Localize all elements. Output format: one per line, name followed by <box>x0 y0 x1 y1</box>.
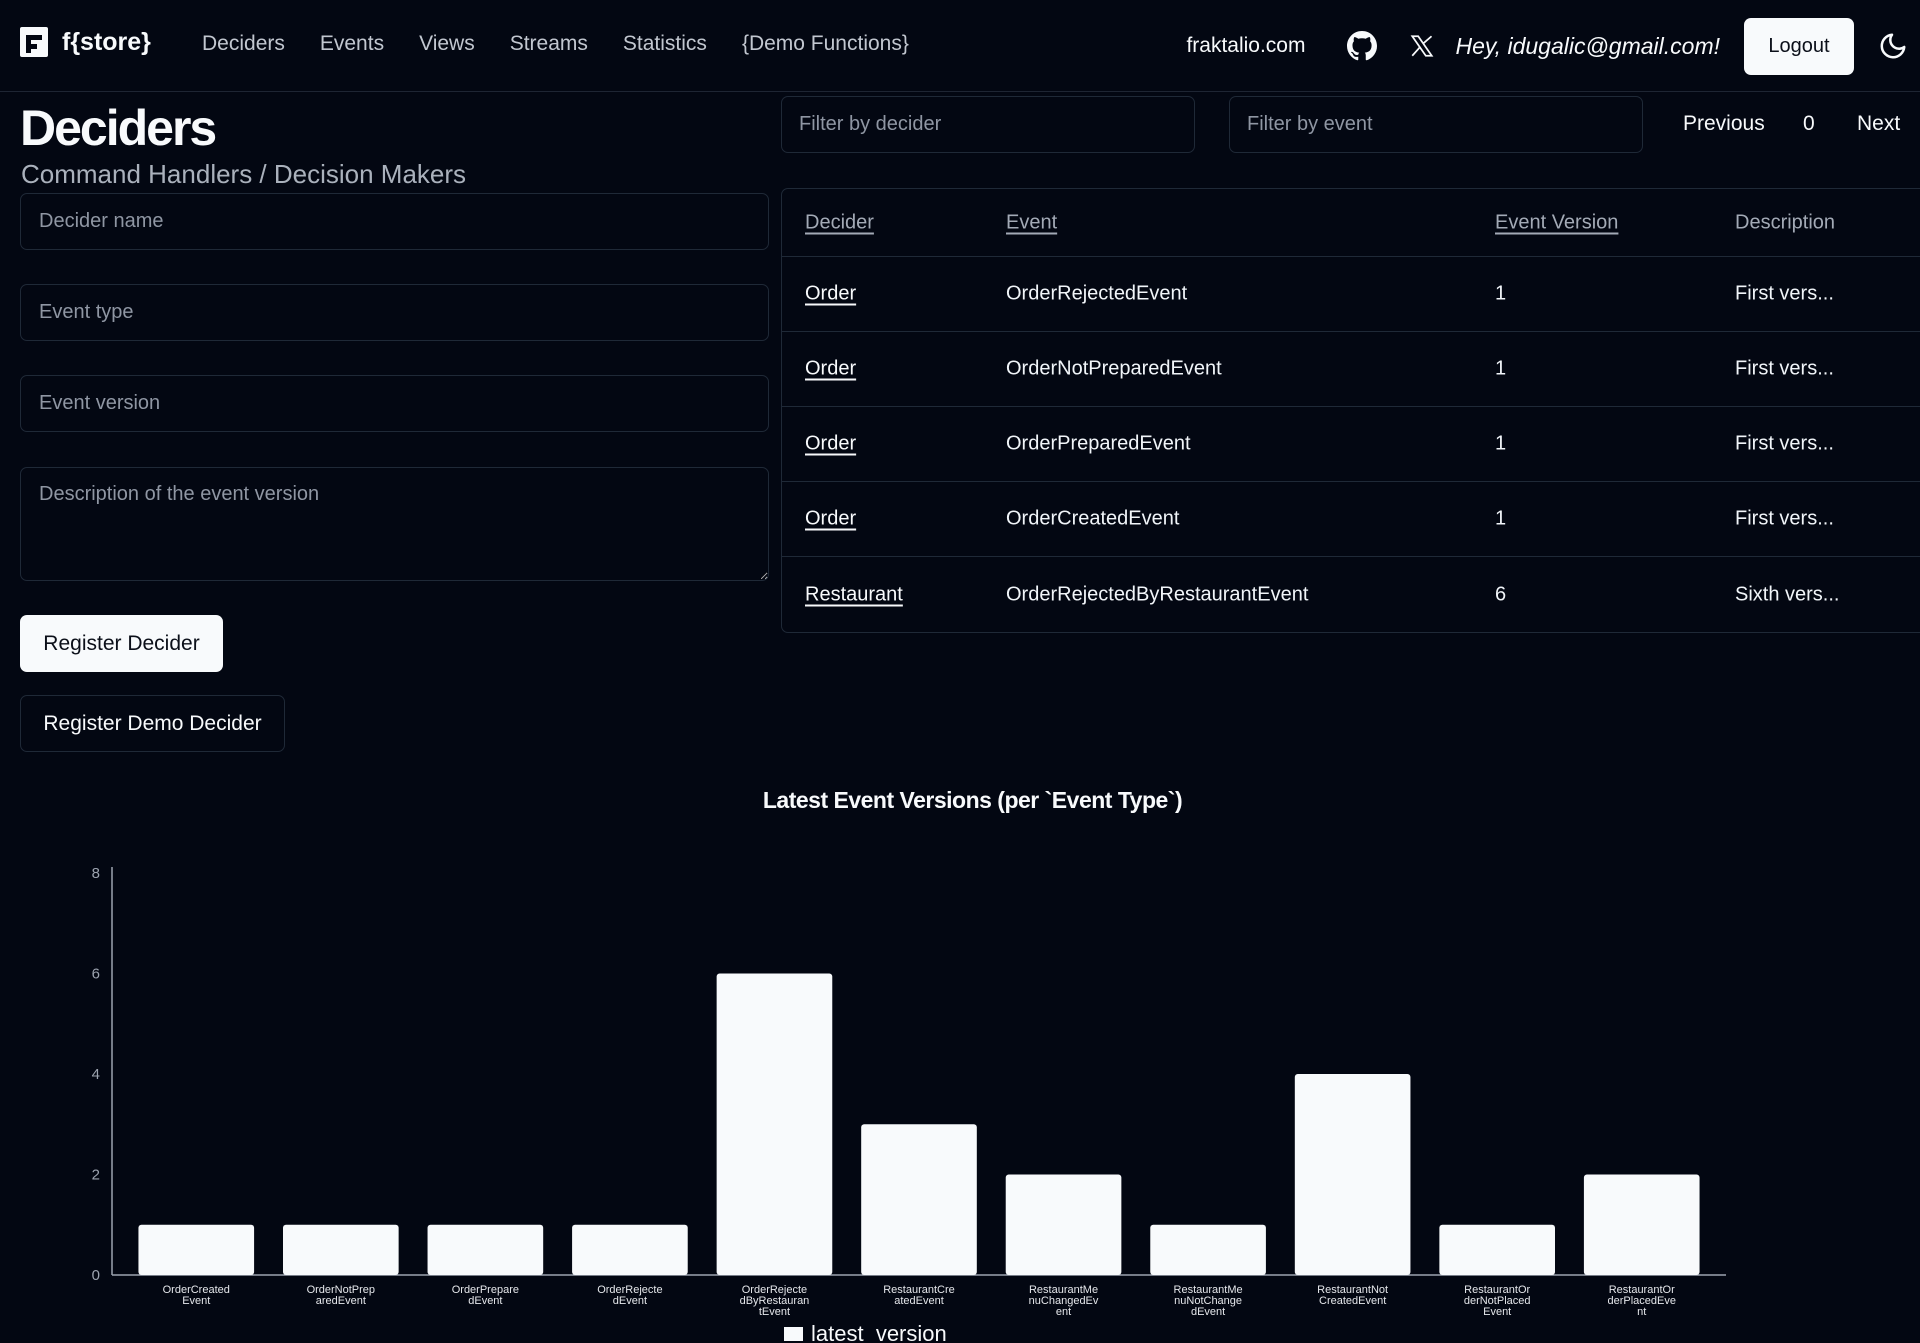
page-title: Deciders <box>20 100 217 156</box>
logout-button[interactable]: Logout <box>1744 17 1854 75</box>
event-cell: OrderNotPreparedEvent <box>1006 357 1222 380</box>
brand[interactable]: f{store} <box>20 27 151 57</box>
nav-link-statistics[interactable]: Statistics <box>622 32 707 55</box>
bar <box>138 1224 255 1275</box>
y-tick-label: 6 <box>92 966 100 983</box>
x-tick-label: OrderRejecte dEvent <box>597 1284 662 1307</box>
event-cell: OrderPreparedEvent <box>1006 432 1191 455</box>
event-version-input[interactable] <box>20 375 769 432</box>
bar <box>1150 1224 1266 1275</box>
bar <box>1439 1224 1555 1275</box>
bar <box>861 1124 977 1275</box>
user-greeting: Hey, idugalic@gmail.com! <box>1455 32 1720 59</box>
event-cell: OrderRejectedByRestaurantEvent <box>1006 583 1309 606</box>
nav-link-deciders[interactable]: Deciders <box>202 32 285 55</box>
y-tick-label: 0 <box>92 1267 100 1284</box>
filter-by-decider-input[interactable] <box>781 96 1195 153</box>
x-tick-label: RestaurantOr derPlacedEve nt <box>1607 1284 1676 1318</box>
version-cell: 1 <box>1495 432 1507 455</box>
latest-event-versions-chart: 0 2 4 6 8 OrderCreated Event OrderNotPrep aredEv… <box>92 865 1726 1318</box>
description-cell: First vers... <box>1735 282 1834 305</box>
x-tick-label: RestaurantOr derNotPlaced Event <box>1464 1284 1531 1318</box>
event-type-input[interactable] <box>20 284 769 341</box>
table-row: Order OrderRejectedEvent 1 First vers... <box>782 257 1920 332</box>
description-cell: Sixth vers... <box>1735 583 1840 606</box>
bar <box>283 1224 399 1275</box>
nav-link-views[interactable]: Views <box>419 32 475 55</box>
bar <box>1005 1174 1122 1275</box>
x-tick-label: OrderNotPrep aredEvent <box>307 1284 375 1307</box>
current-page-number: 0 <box>1803 112 1815 135</box>
y-tick-label: 4 <box>92 1066 100 1083</box>
decider-link[interactable]: Order <box>805 282 857 305</box>
version-cell: 1 <box>1495 507 1507 530</box>
description-textarea[interactable] <box>20 467 769 581</box>
column-header-event[interactable]: Event <box>1006 211 1058 233</box>
x-tick-label: OrderCreated Event <box>163 1284 230 1307</box>
fstore-logo-icon <box>20 27 48 57</box>
site-link[interactable]: fraktalio.com <box>1186 34 1306 57</box>
column-header-decider[interactable]: Decider <box>805 211 874 233</box>
decider-link[interactable]: Order <box>805 432 857 455</box>
nav-link-demo-functions[interactable]: {Demo Functions} <box>741 32 909 55</box>
deciders-table: Decider Event Event Version Description … <box>781 188 1920 633</box>
bar <box>572 1224 688 1275</box>
filter-by-event-input[interactable] <box>1229 96 1643 153</box>
register-decider-button[interactable]: Register Decider <box>20 615 223 672</box>
legend-label: latest_version <box>811 1321 947 1343</box>
event-cell: OrderRejectedEvent <box>1006 282 1188 305</box>
next-page-button[interactable]: Next <box>1857 112 1901 135</box>
description-cell: First vers... <box>1735 507 1834 530</box>
event-cell: OrderCreatedEvent <box>1006 507 1180 530</box>
page-subtitle: Command Handlers / Decision Makers <box>21 159 467 189</box>
bar <box>1294 1074 1411 1275</box>
description-cell: First vers... <box>1735 432 1834 455</box>
register-demo-decider-button[interactable]: Register Demo Decider <box>20 695 285 752</box>
legend-swatch <box>784 1327 803 1341</box>
x-tick-label: RestaurantMe nuNotChange dEvent <box>1174 1284 1243 1318</box>
brand-name: f{store} <box>62 27 151 56</box>
bar <box>1583 1174 1700 1275</box>
bar <box>716 973 833 1275</box>
table-row: Restaurant OrderRejectedByRestaurantEven… <box>782 557 1920 632</box>
y-tick-label: 8 <box>92 865 100 882</box>
x-tick-label: OrderPrepare dEvent <box>452 1284 519 1307</box>
description-cell: First vers... <box>1735 357 1834 380</box>
table-row: Order OrderPreparedEvent 1 First vers... <box>782 407 1920 482</box>
chart-legend[interactable]: latest_version <box>784 1321 947 1343</box>
decider-link[interactable]: Restaurant <box>805 583 903 606</box>
x-tick-label: RestaurantNot CreatedEvent <box>1317 1284 1388 1307</box>
chart-title: Latest Event Versions (per `Event Type`) <box>762 787 1183 813</box>
column-header-description: Description <box>1735 211 1836 233</box>
main-nav: Deciders Events Views Streams Statistics… <box>202 32 909 56</box>
bar <box>427 1224 544 1275</box>
y-tick-label: 2 <box>92 1167 100 1184</box>
previous-page-button[interactable]: Previous <box>1683 112 1765 135</box>
table-row: Order OrderCreatedEvent 1 First vers... <box>782 482 1920 557</box>
decider-name-input[interactable] <box>20 193 769 250</box>
version-cell: 1 <box>1495 357 1507 380</box>
x-tick-label: RestaurantMe nuChangedEv ent <box>1029 1284 1099 1318</box>
github-icon[interactable] <box>1347 31 1378 61</box>
x-icon[interactable] <box>1409 33 1435 59</box>
version-cell: 6 <box>1495 583 1507 606</box>
table-row: Order OrderNotPreparedEvent 1 First vers… <box>782 332 1920 407</box>
nav-right: fraktalio.com Hey, idugalic@gmail.com! L… <box>1186 17 1920 75</box>
decider-link[interactable]: Order <box>805 357 857 380</box>
moon-icon[interactable] <box>1878 31 1908 61</box>
decider-link[interactable]: Order <box>805 507 857 530</box>
version-cell: 1 <box>1495 282 1507 305</box>
x-tick-label: OrderRejecte dByRestauran tEvent <box>740 1284 810 1318</box>
nav-link-events[interactable]: Events <box>319 32 385 55</box>
top-navbar: f{store} Deciders Events Views Streams S… <box>0 0 1920 92</box>
nav-link-streams[interactable]: Streams <box>509 32 588 55</box>
table-header-row: Decider Event Event Version Description <box>782 189 1920 257</box>
column-header-event-version[interactable]: Event Version <box>1495 211 1619 233</box>
x-tick-label: RestaurantCre atedEvent <box>883 1284 955 1307</box>
